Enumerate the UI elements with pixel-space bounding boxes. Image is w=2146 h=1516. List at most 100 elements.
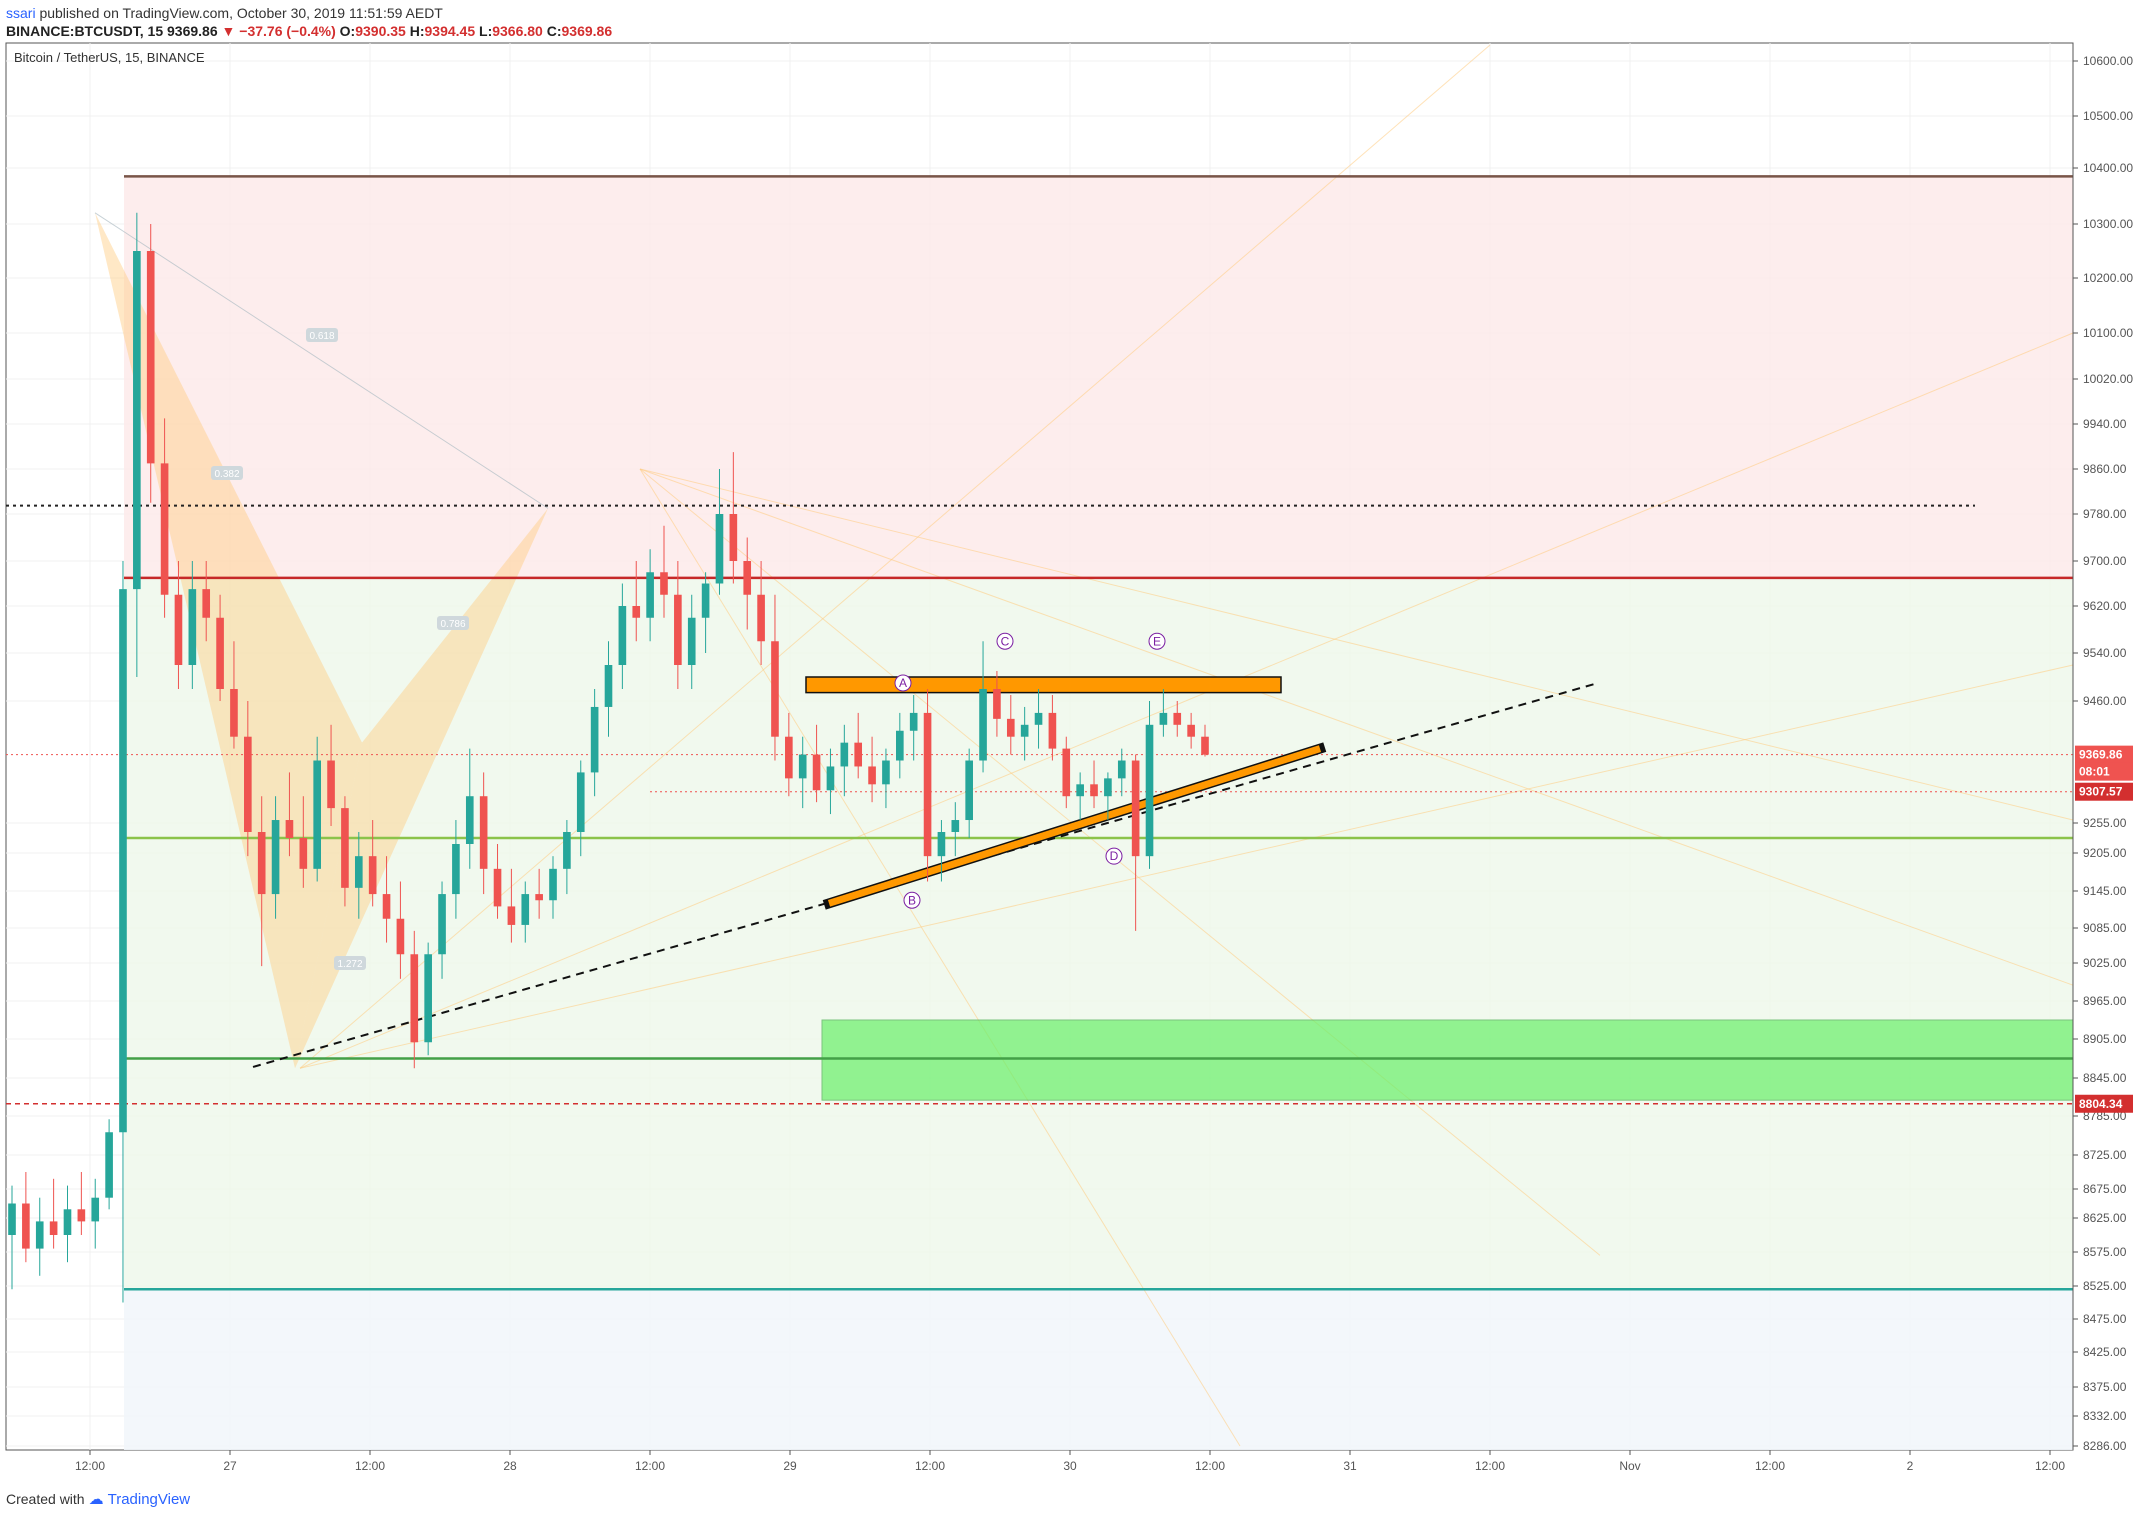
price-tag: 8804.34	[2075, 1094, 2133, 1113]
candle-body	[660, 572, 668, 595]
created-with-label: Created with	[6, 1491, 85, 1507]
candle-body	[1201, 736, 1209, 755]
candle-body	[77, 1209, 86, 1222]
candle-body	[729, 514, 738, 561]
candle-body	[840, 742, 849, 767]
x-tick-label: Nov	[1619, 1459, 1640, 1473]
candle-body	[868, 766, 876, 785]
y-tick-label: 9620.00	[2083, 599, 2127, 613]
fib-label-text: 1.272	[337, 959, 362, 970]
candle-body	[785, 736, 793, 779]
fan-line	[299, 664, 2074, 1069]
footer: Created with ☁ TradingView	[6, 1490, 191, 1509]
harmonic-xc-line	[94, 212, 549, 509]
y-tick-label: 10200.00	[2083, 271, 2133, 285]
fib-label-text: 0.382	[214, 469, 239, 480]
wave-label-c: C	[996, 632, 1014, 650]
wave-label-b: B	[903, 891, 921, 909]
candle-body	[174, 594, 183, 665]
dashed-trendline	[252, 682, 1599, 1068]
y-tick-label: 8332.00	[2083, 1409, 2127, 1423]
candle-body	[646, 572, 654, 618]
candle-body	[119, 589, 127, 1133]
fan-line	[639, 468, 1241, 1447]
candle-body	[1048, 712, 1057, 749]
discount-zone	[124, 577, 2073, 1290]
open-label: O:	[339, 23, 356, 39]
y-tick-label: 10020.00	[2083, 372, 2133, 386]
wave-label-text: C	[1001, 634, 1010, 648]
y-tick-label: 8575.00	[2083, 1245, 2127, 1259]
candle-body	[299, 838, 308, 869]
candle-body	[105, 1132, 113, 1198]
price-tag: 9369.86	[2075, 745, 2133, 764]
candle-body	[216, 617, 224, 689]
open-value: 9390.35	[355, 23, 406, 39]
candle-body	[396, 918, 405, 955]
low-value: 9366.80	[492, 23, 543, 39]
candle-body	[993, 689, 1001, 719]
candle-body	[230, 689, 238, 737]
candle-body	[576, 772, 585, 832]
fib-label: 1.272	[334, 956, 366, 970]
candle-body	[854, 742, 863, 767]
x-tick-label: 2	[1907, 1459, 1914, 1473]
candle-body	[632, 606, 641, 618]
fib-label-text: 0.618	[309, 331, 334, 342]
publish-header: ssari published on TradingView.com, Octo…	[6, 4, 443, 22]
wave-label-e: E	[1148, 632, 1166, 650]
candle-body	[354, 856, 363, 888]
y-tick-label: 9460.00	[2083, 694, 2127, 708]
y-tick-label: 8525.00	[2083, 1279, 2127, 1293]
candle-body	[674, 594, 682, 665]
low-label: L:	[479, 23, 493, 39]
x-tick-label: 12:00	[2035, 1459, 2065, 1473]
fan-line	[639, 468, 1601, 1256]
lower-zone	[124, 1289, 2073, 1450]
fan-line	[299, 332, 2074, 1069]
candle-body	[410, 954, 419, 1043]
price-chart[interactable]: 0.618 0.382 0.786 1.272 A B C D E Bitcoin / Tethe…	[0, 42, 2146, 1488]
high-value: 9394.45	[424, 23, 476, 39]
y-tick-label: 10500.00	[2083, 109, 2133, 123]
close-label: C:	[546, 23, 562, 39]
candle-body	[22, 1203, 30, 1249]
y-tick-label: 9205.00	[2083, 846, 2127, 860]
wave-label-text: A	[899, 676, 907, 690]
author-link[interactable]: ssari	[6, 5, 36, 21]
fib-label: 0.618	[306, 328, 338, 342]
candle-body	[909, 712, 918, 731]
x-tick-label: 30	[1063, 1459, 1077, 1473]
candle-body	[244, 736, 252, 832]
resistance-box	[805, 676, 1282, 694]
x-tick-label: 12:00	[355, 1459, 385, 1473]
candle-body	[452, 844, 460, 895]
candle-body	[1131, 760, 1140, 857]
x-tick-label: 12:00	[1475, 1459, 1505, 1473]
price-tag-text: 8804.34	[2079, 1097, 2123, 1111]
candle-body	[327, 760, 335, 809]
candle-body	[618, 606, 627, 665]
fan-line	[639, 468, 2074, 821]
candle-body	[1006, 718, 1015, 737]
candle-body	[812, 754, 821, 791]
y-tick-label: 10100.00	[2083, 326, 2133, 340]
tradingview-brand[interactable]: TradingView	[107, 1490, 191, 1508]
candle-body	[771, 641, 779, 737]
symbol-label: BINANCE:BTCUSDT, 15	[6, 23, 164, 39]
candle-body	[521, 894, 530, 925]
x-tick-label: 31	[1343, 1459, 1357, 1473]
y-tick-label: 9025.00	[2083, 956, 2127, 970]
y-tick-label: 10300.00	[2083, 217, 2133, 231]
candle-body	[8, 1203, 16, 1235]
candle-body	[493, 868, 502, 907]
high-label: H:	[409, 23, 425, 39]
candle-body	[1173, 712, 1182, 725]
price-change: −37.76 (−0.4%)	[239, 23, 336, 39]
x-tick-label: 27	[223, 1459, 237, 1473]
candle-body	[341, 808, 349, 888]
tradingview-logo-icon[interactable]: ☁	[88, 1491, 104, 1508]
y-tick-label: 10400.00	[2083, 161, 2133, 175]
candle-body	[1034, 712, 1043, 725]
candle-body	[923, 712, 932, 857]
